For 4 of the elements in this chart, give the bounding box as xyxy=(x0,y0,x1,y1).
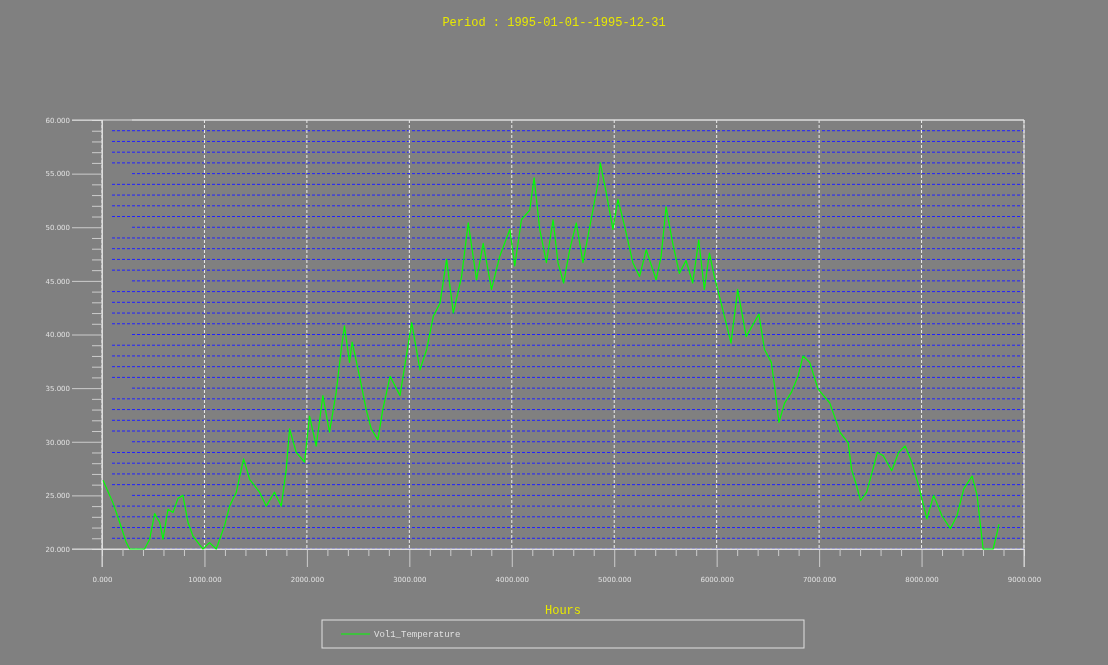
chart-title: Period : 1995-01-01--1995-12-31 xyxy=(442,16,666,30)
legend-label: Vol1_Temperature xyxy=(374,630,461,641)
line-series xyxy=(102,162,1000,550)
x-axis-title: Hours xyxy=(544,604,582,618)
